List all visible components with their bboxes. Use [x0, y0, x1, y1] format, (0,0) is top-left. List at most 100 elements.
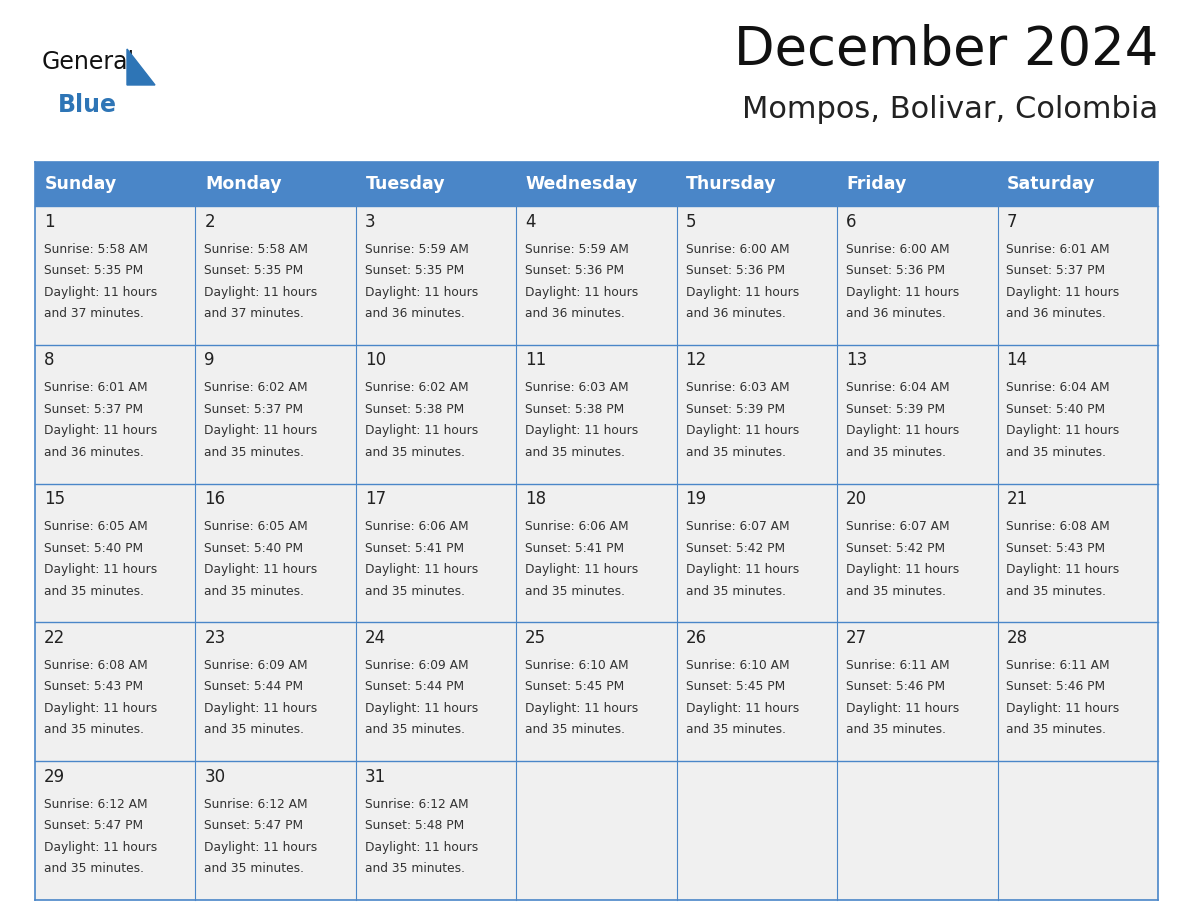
Text: Sunset: 5:44 PM: Sunset: 5:44 PM	[365, 680, 463, 693]
Text: Sunset: 5:41 PM: Sunset: 5:41 PM	[525, 542, 624, 554]
Text: Sunset: 5:38 PM: Sunset: 5:38 PM	[525, 403, 625, 416]
Text: Daylight: 11 hours: Daylight: 11 hours	[204, 285, 317, 298]
Text: Friday: Friday	[847, 175, 908, 193]
Text: 12: 12	[685, 352, 707, 369]
Text: 11: 11	[525, 352, 546, 369]
Text: Sunset: 5:35 PM: Sunset: 5:35 PM	[365, 264, 465, 277]
Text: Sunrise: 6:01 AM: Sunrise: 6:01 AM	[1006, 242, 1110, 255]
Text: Sunset: 5:44 PM: Sunset: 5:44 PM	[204, 680, 303, 693]
Text: 16: 16	[204, 490, 226, 508]
Bar	[356, 622, 517, 761]
Text: Blue: Blue	[58, 93, 116, 117]
Text: and 35 minutes.: and 35 minutes.	[44, 862, 144, 875]
Text: 15: 15	[44, 490, 65, 508]
Text: 17: 17	[365, 490, 386, 508]
Text: 20: 20	[846, 490, 867, 508]
Text: 5: 5	[685, 212, 696, 230]
Text: Daylight: 11 hours: Daylight: 11 hours	[846, 424, 959, 437]
Text: and 36 minutes.: and 36 minutes.	[365, 307, 465, 320]
Text: Daylight: 11 hours: Daylight: 11 hours	[365, 285, 478, 298]
Text: Sunset: 5:45 PM: Sunset: 5:45 PM	[685, 680, 785, 693]
Text: Daylight: 11 hours: Daylight: 11 hours	[1006, 563, 1119, 577]
Bar	[196, 761, 356, 900]
Text: Sunrise: 6:04 AM: Sunrise: 6:04 AM	[1006, 381, 1110, 395]
Text: and 35 minutes.: and 35 minutes.	[685, 723, 785, 736]
Text: Daylight: 11 hours: Daylight: 11 hours	[525, 563, 638, 577]
Bar	[677, 622, 838, 761]
Bar	[356, 345, 517, 484]
Text: Sunrise: 6:04 AM: Sunrise: 6:04 AM	[846, 381, 949, 395]
Text: 23: 23	[204, 629, 226, 647]
Text: Sunrise: 6:12 AM: Sunrise: 6:12 AM	[204, 798, 308, 811]
Text: and 35 minutes.: and 35 minutes.	[1006, 723, 1106, 736]
Bar	[34, 761, 196, 900]
Text: Daylight: 11 hours: Daylight: 11 hours	[44, 702, 157, 715]
Text: Sunrise: 6:11 AM: Sunrise: 6:11 AM	[1006, 659, 1110, 672]
Text: Sunrise: 6:08 AM: Sunrise: 6:08 AM	[44, 659, 147, 672]
Text: and 35 minutes.: and 35 minutes.	[365, 862, 465, 875]
Text: Sunset: 5:39 PM: Sunset: 5:39 PM	[685, 403, 784, 416]
Text: 18: 18	[525, 490, 546, 508]
Text: Daylight: 11 hours: Daylight: 11 hours	[44, 285, 157, 298]
Text: Daylight: 11 hours: Daylight: 11 hours	[365, 424, 478, 437]
Bar	[998, 484, 1158, 622]
Text: Sunset: 5:43 PM: Sunset: 5:43 PM	[1006, 542, 1106, 554]
Text: Sunset: 5:40 PM: Sunset: 5:40 PM	[44, 542, 143, 554]
Text: Sunset: 5:37 PM: Sunset: 5:37 PM	[44, 403, 143, 416]
Text: Sunset: 5:35 PM: Sunset: 5:35 PM	[204, 264, 303, 277]
Text: 29: 29	[44, 767, 65, 786]
Text: and 36 minutes.: and 36 minutes.	[1006, 307, 1106, 320]
Text: Tuesday: Tuesday	[366, 175, 446, 193]
Text: Sunrise: 6:06 AM: Sunrise: 6:06 AM	[365, 521, 468, 533]
Text: and 37 minutes.: and 37 minutes.	[204, 307, 304, 320]
Text: Daylight: 11 hours: Daylight: 11 hours	[44, 424, 157, 437]
Text: Sunset: 5:35 PM: Sunset: 5:35 PM	[44, 264, 143, 277]
Text: Sunrise: 6:03 AM: Sunrise: 6:03 AM	[685, 381, 789, 395]
Text: 31: 31	[365, 767, 386, 786]
Text: Sunset: 5:42 PM: Sunset: 5:42 PM	[846, 542, 946, 554]
Text: Sunset: 5:40 PM: Sunset: 5:40 PM	[1006, 403, 1106, 416]
Bar	[677, 345, 838, 484]
Text: Sunset: 5:37 PM: Sunset: 5:37 PM	[204, 403, 303, 416]
Text: Wednesday: Wednesday	[526, 175, 638, 193]
Bar	[838, 761, 998, 900]
Text: Daylight: 11 hours: Daylight: 11 hours	[365, 563, 478, 577]
Bar	[196, 622, 356, 761]
Text: and 35 minutes.: and 35 minutes.	[365, 446, 465, 459]
Text: Daylight: 11 hours: Daylight: 11 hours	[846, 285, 959, 298]
Text: and 35 minutes.: and 35 minutes.	[846, 446, 946, 459]
Text: Sunrise: 6:01 AM: Sunrise: 6:01 AM	[44, 381, 147, 395]
Text: Sunset: 5:36 PM: Sunset: 5:36 PM	[685, 264, 784, 277]
Text: Sunrise: 6:06 AM: Sunrise: 6:06 AM	[525, 521, 628, 533]
Bar	[517, 206, 677, 345]
Text: Daylight: 11 hours: Daylight: 11 hours	[1006, 702, 1119, 715]
Text: 25: 25	[525, 629, 546, 647]
Text: 28: 28	[1006, 629, 1028, 647]
Text: Sunrise: 6:05 AM: Sunrise: 6:05 AM	[204, 521, 308, 533]
Text: Sunrise: 6:09 AM: Sunrise: 6:09 AM	[365, 659, 468, 672]
Text: 9: 9	[204, 352, 215, 369]
Text: Sunrise: 6:12 AM: Sunrise: 6:12 AM	[44, 798, 147, 811]
Text: and 35 minutes.: and 35 minutes.	[525, 446, 625, 459]
Bar	[34, 162, 196, 206]
Text: Daylight: 11 hours: Daylight: 11 hours	[204, 563, 317, 577]
Bar	[34, 484, 196, 622]
Text: Sunset: 5:45 PM: Sunset: 5:45 PM	[525, 680, 625, 693]
Text: Daylight: 11 hours: Daylight: 11 hours	[1006, 424, 1119, 437]
Bar	[356, 206, 517, 345]
Text: and 35 minutes.: and 35 minutes.	[525, 585, 625, 598]
Text: Sunset: 5:46 PM: Sunset: 5:46 PM	[846, 680, 946, 693]
Text: Sunrise: 6:12 AM: Sunrise: 6:12 AM	[365, 798, 468, 811]
Text: Sunrise: 6:11 AM: Sunrise: 6:11 AM	[846, 659, 949, 672]
Text: and 37 minutes.: and 37 minutes.	[44, 307, 144, 320]
Text: and 35 minutes.: and 35 minutes.	[846, 585, 946, 598]
Text: Daylight: 11 hours: Daylight: 11 hours	[365, 702, 478, 715]
Text: and 35 minutes.: and 35 minutes.	[204, 446, 304, 459]
Text: Sunset: 5:36 PM: Sunset: 5:36 PM	[846, 264, 946, 277]
Text: and 35 minutes.: and 35 minutes.	[846, 723, 946, 736]
Bar	[196, 345, 356, 484]
Text: 26: 26	[685, 629, 707, 647]
Text: and 36 minutes.: and 36 minutes.	[525, 307, 625, 320]
Text: Sunset: 5:47 PM: Sunset: 5:47 PM	[204, 819, 303, 833]
Bar	[677, 206, 838, 345]
